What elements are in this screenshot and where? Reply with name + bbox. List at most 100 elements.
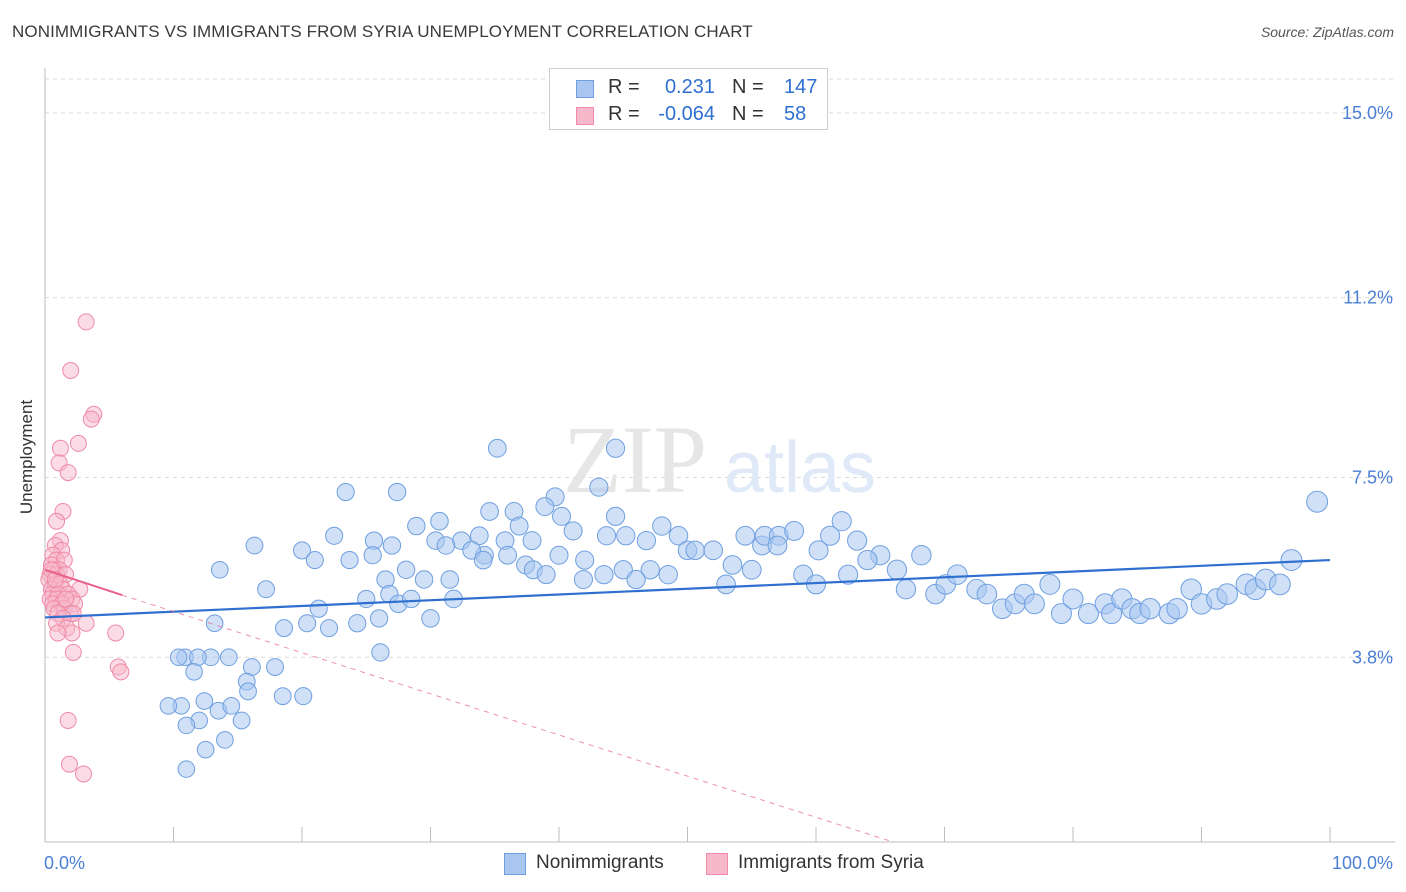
nonimmigrant-point	[685, 540, 705, 561]
legend-n-value: 147	[784, 76, 818, 98]
nonimmigrant-point	[371, 643, 390, 662]
syria-immigrant-point	[60, 755, 78, 773]
nonimmigrant-point	[195, 692, 214, 710]
nonimmigrant-point	[266, 658, 284, 676]
y-tick-label: 15.0%	[1342, 103, 1393, 123]
nonimmigrant-point	[232, 711, 251, 730]
nonimmigrant-point	[387, 482, 407, 502]
nonimmigrant-point	[222, 697, 241, 715]
nonimmigrant-point	[480, 502, 499, 521]
nonimmigrant-point	[498, 545, 518, 565]
nonimmigrant-point	[563, 521, 583, 541]
nonimmigrant-point	[1039, 573, 1061, 595]
nonimmigrant-point	[626, 569, 646, 590]
nonimmigrant-point	[185, 663, 203, 681]
nonimmigrant-point	[549, 545, 569, 565]
nonimmigrant-point	[1100, 602, 1123, 625]
legend-r-value: -0.064	[658, 103, 715, 125]
syria-immigrant-point	[82, 410, 100, 428]
syria-immigrant-point	[75, 765, 93, 783]
nonimmigrant-point	[177, 760, 196, 778]
nonimmigrants-trend-line	[44, 558, 1331, 619]
nonimmigrant-point	[430, 511, 449, 531]
nonimmigrant-point	[402, 589, 421, 609]
nonimmigrant-point	[196, 740, 215, 759]
nonimmigrant-point	[847, 530, 868, 551]
nonimmigrant-point	[469, 526, 489, 546]
nonimmigrant-point	[348, 614, 367, 633]
correlation-legend: R = 0.231 N = 147 R = -0.064 N = 58	[549, 68, 828, 130]
syria-immigrant-point	[59, 711, 77, 729]
legend-row-nonimmigrants: R = 0.231 N = 147	[550, 76, 829, 102]
syria-immigrant-point	[77, 614, 95, 632]
syria-immigrant-point	[107, 624, 125, 642]
nonimmigrant-point	[857, 549, 878, 571]
nonimmigrant-point	[1139, 598, 1161, 620]
nonimmigrant-point	[257, 580, 275, 599]
nonimmigrant-point	[838, 564, 859, 585]
nonimmigrant-point	[741, 559, 762, 580]
nonimmigrant-point	[273, 687, 292, 706]
nonimmigrant-point	[440, 570, 460, 589]
legend-r-value: 0.231	[664, 76, 715, 98]
bottom-legend-label: Immigrants from Syria	[738, 852, 924, 873]
nonimmigrant-point	[1280, 549, 1303, 572]
nonimmigrant-point	[1180, 578, 1202, 600]
nonimmigrant-point	[735, 525, 756, 546]
nonimmigrant-point	[947, 564, 968, 585]
legend-n-label: N =	[732, 103, 764, 125]
nonimmigrant-point	[613, 560, 633, 580]
source-label: Source: ZipAtlas.com	[1260, 24, 1394, 40]
nonimmigrant-point	[1166, 597, 1188, 620]
y-tick-label: 11.2%	[1343, 288, 1393, 308]
legend-r-label: R =	[608, 103, 640, 125]
nonimmigrant-point	[407, 516, 426, 536]
nonimmigrant-point	[1077, 603, 1099, 625]
syria-immigrant-point	[51, 439, 69, 457]
nonimmigrant-point	[1306, 490, 1329, 513]
nonimmigrant-point	[363, 546, 382, 565]
nonimmigrant-point	[616, 526, 636, 546]
legend-n-value: 58	[784, 103, 807, 125]
nonimmigrant-point	[305, 551, 324, 570]
nonimmigrant-point	[189, 648, 207, 667]
nonimmigrant-point	[636, 530, 657, 551]
syria-trend-line	[44, 568, 123, 597]
nonimmigrant-point	[1268, 573, 1291, 596]
nonimmigrant-point	[767, 535, 788, 556]
nonimmigrant-point	[216, 731, 234, 749]
legend-r-label: R =	[608, 76, 640, 98]
nonimmigrant-point	[976, 583, 998, 605]
nonimmigrant-point	[522, 531, 542, 551]
nonimmigrant-point	[298, 614, 317, 633]
y-tick-label: 7.5%	[1352, 467, 1393, 487]
x-tick-label-min: 0.0%	[44, 853, 85, 873]
nonimmigrant-point	[325, 526, 344, 545]
x-tick-label-max: 100.0%	[1332, 853, 1393, 873]
nonimmigrant-point	[1024, 593, 1045, 615]
nonimmigrant-point	[309, 599, 328, 618]
nonimmigrant-point	[573, 569, 593, 590]
nonimmigrant-point	[596, 526, 617, 546]
nonimmigrant-point	[357, 589, 376, 609]
nonimmigrant-point	[831, 511, 852, 532]
nonimmigrant-point	[369, 609, 389, 628]
legend-swatch-blue	[576, 80, 594, 98]
syria-immigrant-point	[62, 362, 80, 380]
nonimmigrant-point	[605, 438, 626, 458]
nonimmigrant-point	[169, 648, 188, 667]
y-tick-label: 3.8%	[1352, 647, 1393, 667]
nonimmigrant-point	[640, 560, 660, 580]
syria-immigrant-point	[49, 624, 67, 642]
nonimmigrant-point	[605, 506, 626, 526]
nonimmigrant-point	[210, 560, 229, 579]
series-immigrants-from-syria	[40, 313, 130, 783]
nonimmigrant-point	[895, 579, 917, 600]
nonimmigrant-point	[594, 565, 614, 585]
nonimmigrant-point	[319, 619, 339, 638]
nonimmigrant-point	[911, 545, 932, 566]
nonimmigrant-point	[340, 550, 359, 570]
nonimmigrant-point	[716, 574, 736, 595]
syria-immigrant-point	[59, 464, 77, 482]
axes	[44, 68, 1395, 843]
